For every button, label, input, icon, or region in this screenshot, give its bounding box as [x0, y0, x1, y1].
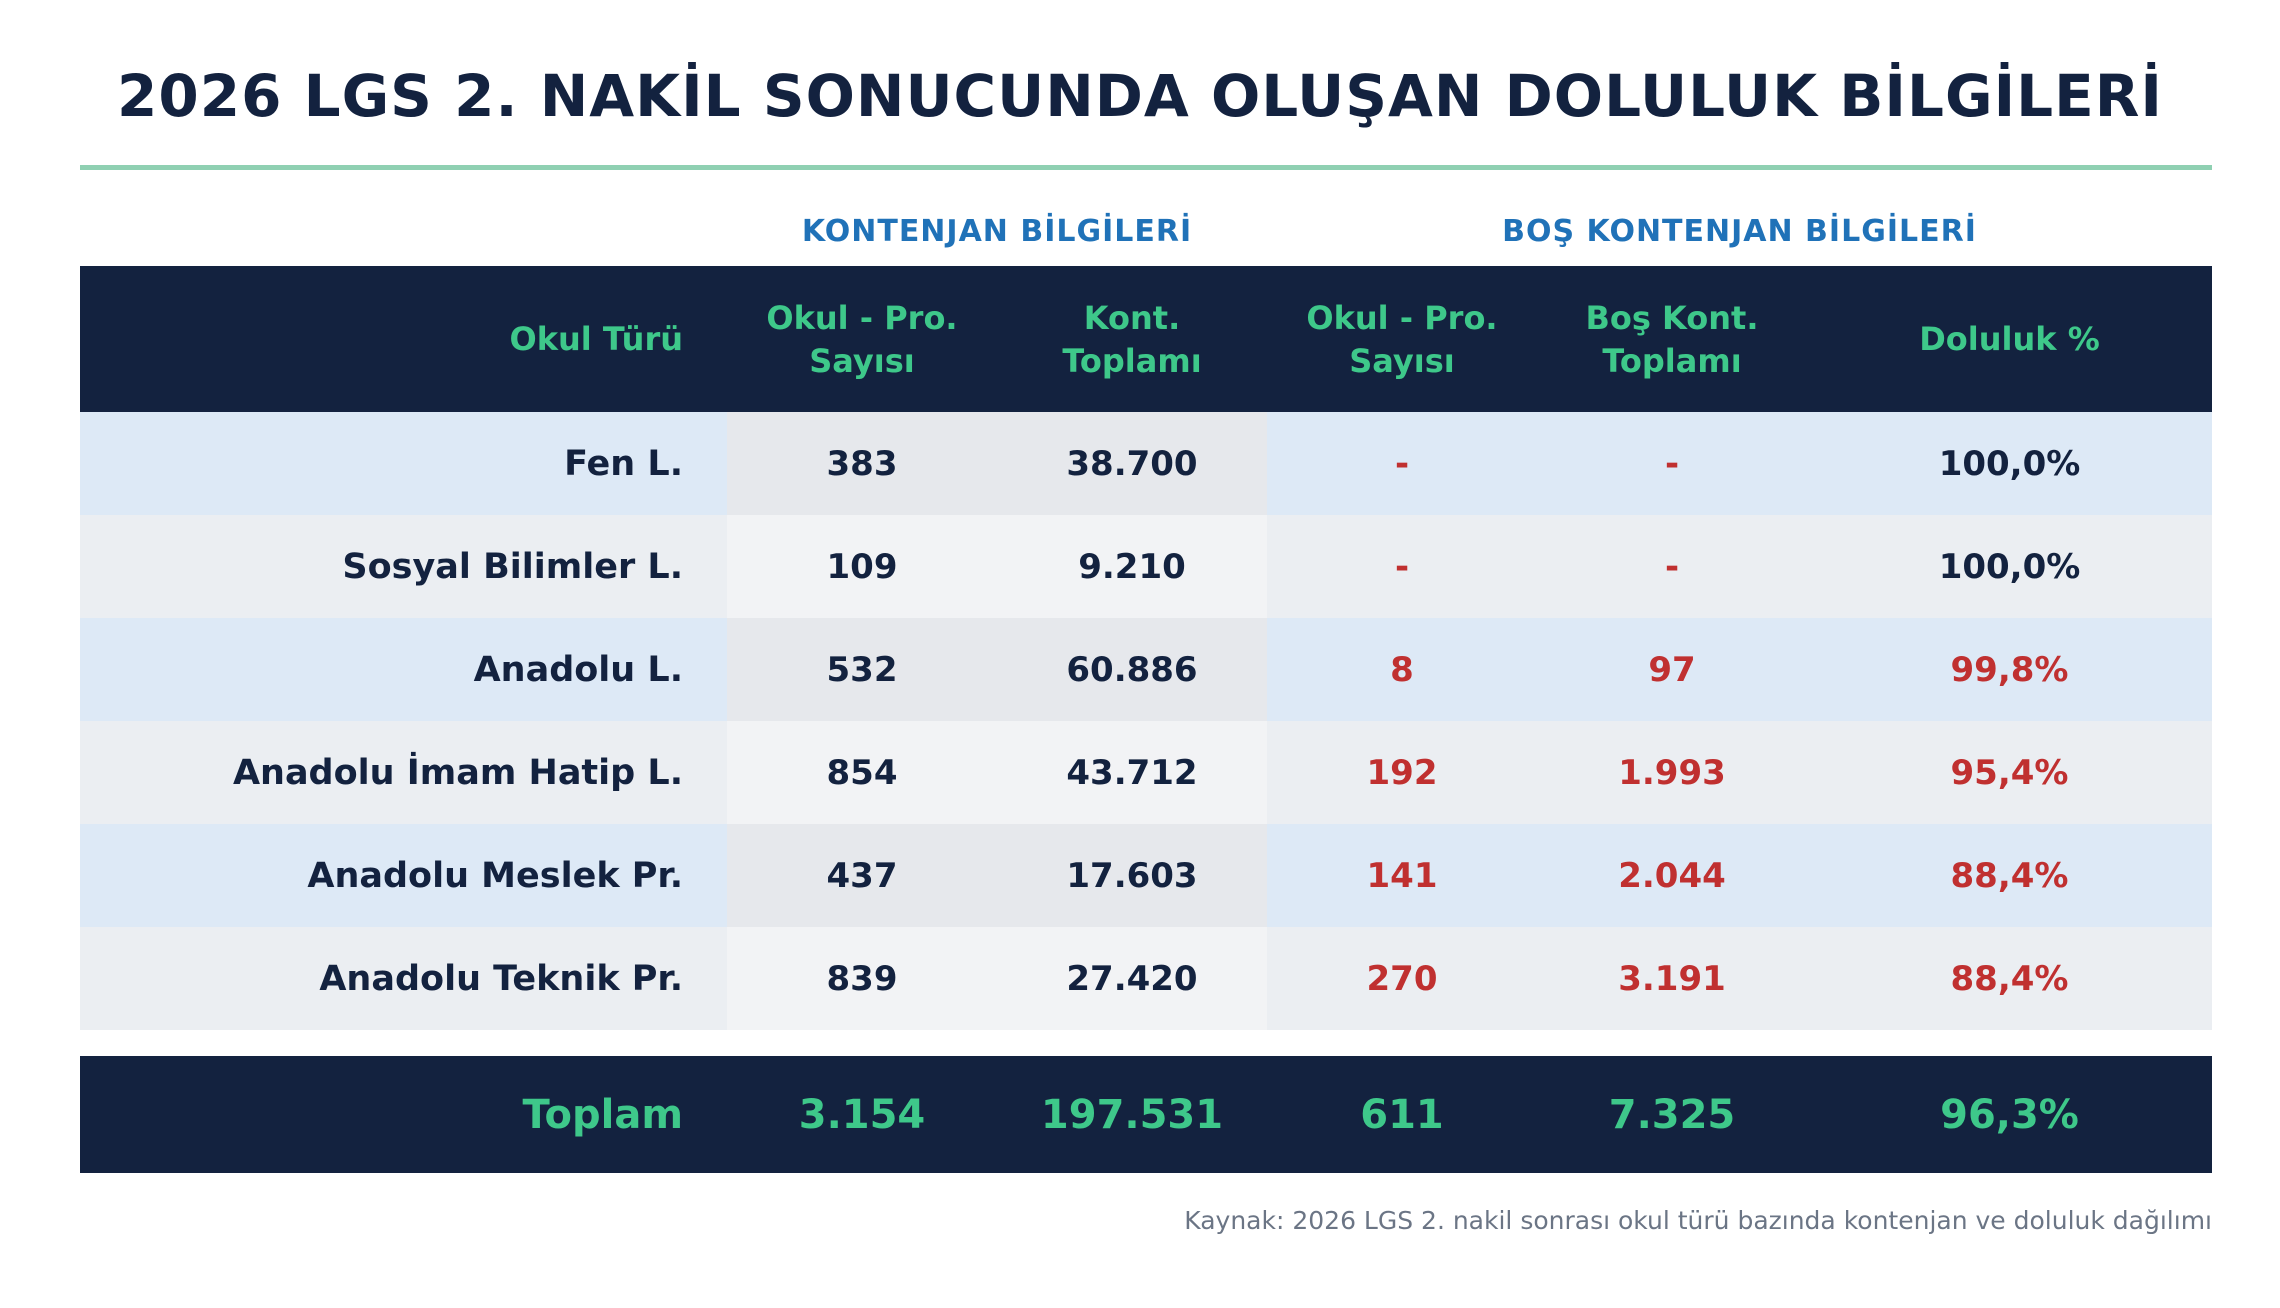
cell-doluluk: 95,4% [1950, 752, 2069, 793]
cell-bos-kont-toplami: 3.191 [1618, 958, 1726, 999]
cell-doluluk: 100,0% [1938, 443, 2081, 484]
cell-bos-kont-toplami: 2.044 [1618, 855, 1726, 896]
table-row: Anadolu L. 532 60.886 8 97 99,8% [80, 618, 2212, 721]
total-okul-pro-sayisi: 3.154 [798, 1091, 926, 1138]
cell-okul-pro-sayisi: 437 [826, 855, 898, 896]
source-note: Kaynak: 2026 LGS 2. nakil sonrası okul t… [1184, 1206, 2212, 1235]
kontenjan-column-band [727, 618, 1267, 721]
column-header-doluluk: Doluluk % [1919, 320, 2100, 358]
group-header-bos-kontenjan: BOŞ KONTENJAN BİLGİLERİ [1502, 214, 1977, 249]
cell-okul-pro-sayisi: 532 [826, 649, 898, 690]
group-header-kontenjan: KONTENJAN BİLGİLERİ [801, 214, 1193, 249]
total-label: Toplam [522, 1091, 683, 1138]
cell-kont-toplami: 38.700 [1066, 443, 1198, 484]
cell-okul-pro-sayisi: 109 [826, 546, 898, 587]
cell-okul-turu: Fen L. [564, 443, 683, 484]
table-header: Okul Türü Okul - Pro. Sayısı Kont. Toplamı… [80, 266, 2212, 413]
cell-kont-toplami: 27.420 [1066, 958, 1198, 999]
cell-okul-pro-sayisi: 854 [826, 752, 898, 793]
cell-bos-kont-toplami: 97 [1648, 649, 1696, 690]
table-row: Anadolu Meslek Pr. 437 17.603 141 2.044 88,4% [80, 824, 2212, 927]
cell-doluluk: 99,8% [1950, 649, 2069, 690]
cell-okul-pro-sayisi: 383 [826, 443, 898, 484]
cell-okul-turu: Anadolu Teknik Pr. [319, 958, 683, 999]
total-bos-kont-toplami: 7.325 [1608, 1091, 1736, 1138]
cell-kont-toplami: 17.603 [1066, 855, 1198, 896]
column-header-bos-okul-pro-sayisi: Okul - Pro. Sayısı [1306, 298, 1498, 380]
cell-bos-okul-pro-sayisi: - [1394, 443, 1410, 484]
kontenjan-column-band [727, 721, 1267, 824]
cell-bos-okul-pro-sayisi: 141 [1366, 855, 1438, 896]
cell-bos-okul-pro-sayisi: 192 [1366, 752, 1438, 793]
cell-doluluk: 88,4% [1950, 855, 2069, 896]
total-doluluk: 96,3% [1940, 1091, 2079, 1138]
cell-okul-pro-sayisi: 839 [826, 958, 898, 999]
column-header-okul-turu: Okul Türü [509, 320, 684, 358]
cell-doluluk: 88,4% [1950, 958, 2069, 999]
cell-kont-toplami: 60.886 [1066, 649, 1198, 690]
cell-bos-okul-pro-sayisi: - [1394, 546, 1410, 587]
kontenjan-column-band [727, 824, 1267, 927]
page-title: 2026 LGS 2. NAKİL SONUCUNDA OLUŞAN DOLUL… [117, 62, 2163, 130]
table-row: Fen L. 383 38.700 - - 100,0% [80, 412, 2212, 515]
cell-kont-toplami: 43.712 [1066, 752, 1198, 793]
cell-bos-kont-toplami: - [1664, 546, 1680, 587]
cell-bos-okul-pro-sayisi: 270 [1366, 958, 1438, 999]
cell-okul-turu: Anadolu Meslek Pr. [307, 855, 683, 896]
kontenjan-column-band [727, 927, 1267, 1030]
cell-bos-okul-pro-sayisi: 8 [1390, 649, 1414, 690]
total-row: Toplam 3.154 197.531 611 7.325 96,3% [80, 1056, 2212, 1173]
total-kont-toplami: 197.531 [1040, 1091, 1224, 1138]
column-header-okul-pro-sayisi: Okul - Pro. Sayısı [766, 298, 958, 380]
column-header-bos-kont-toplami: Boş Kont. Toplamı [1585, 298, 1759, 380]
kontenjan-column-band [727, 515, 1267, 618]
cell-kont-toplami: 9.210 [1078, 546, 1186, 587]
cell-doluluk: 100,0% [1938, 546, 2081, 587]
title-divider [80, 165, 2212, 170]
table-row: Anadolu Teknik Pr. 839 27.420 270 3.191 88,4% [80, 927, 2212, 1030]
total-bos-okul-pro-sayisi: 611 [1360, 1091, 1444, 1138]
cell-bos-kont-toplami: - [1664, 443, 1680, 484]
table-row: Sosyal Bilimler L. 109 9.210 - - 100,0% [80, 515, 2212, 618]
column-header-kont-toplami: Kont. Toplamı [1062, 298, 1202, 380]
kontenjan-column-band [727, 412, 1267, 515]
cell-okul-turu: Anadolu İmam Hatip L. [232, 752, 683, 793]
cell-okul-turu: Anadolu L. [473, 649, 683, 690]
cell-okul-turu: Sosyal Bilimler L. [342, 546, 683, 587]
cell-bos-kont-toplami: 1.993 [1618, 752, 1726, 793]
table-row: Anadolu İmam Hatip L. 854 43.712 192 1.993 95… [80, 721, 2212, 824]
